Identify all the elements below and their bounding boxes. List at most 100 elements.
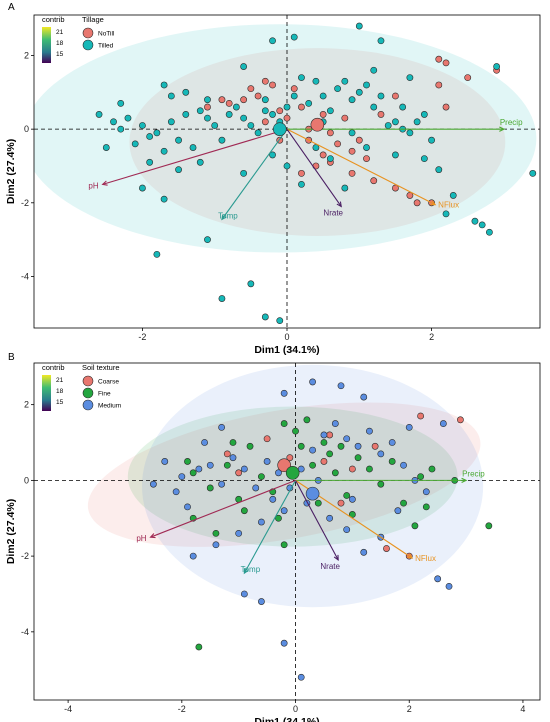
- data-point-fine: [309, 461, 316, 469]
- legend-label-notill: NoTill: [98, 31, 115, 38]
- data-point-tilled: [117, 99, 125, 107]
- data-point-tilled: [218, 136, 226, 144]
- data-point-coarse: [348, 465, 356, 473]
- data-point-tilled: [102, 144, 110, 151]
- data-point-fine: [246, 442, 254, 450]
- contrib-tick-label: 21: [56, 377, 64, 384]
- data-point-notill: [413, 199, 421, 207]
- data-point-notill: [319, 151, 327, 159]
- data-point-fine: [377, 480, 385, 488]
- data-point-fine: [229, 439, 237, 446]
- data-point-tilled: [312, 77, 320, 85]
- data-point-fine: [354, 454, 362, 462]
- data-point-tilled: [261, 96, 269, 104]
- data-point-tilled: [471, 217, 479, 225]
- data-point-notill: [341, 114, 349, 122]
- variable-label-ph: pH: [136, 534, 146, 543]
- data-point-notill: [283, 114, 291, 122]
- contrib-legend-title: contrib: [42, 363, 65, 372]
- data-point-tilled: [189, 144, 197, 151]
- arrow-head-nrate: [336, 201, 342, 208]
- group-legend-title: Soil texture: [82, 363, 120, 372]
- x-tick-label: 4: [520, 704, 525, 714]
- data-point-notill: [240, 96, 248, 104]
- data-point-notill: [298, 169, 305, 177]
- contrib-tick-label: 15: [56, 51, 64, 58]
- data-point-tilled: [240, 114, 248, 122]
- data-point-notill: [392, 92, 399, 100]
- loading-arrow-ph: [150, 479, 296, 538]
- y-tick-label: -4: [21, 627, 29, 637]
- data-point-tilled: [160, 81, 168, 89]
- data-point-medium: [388, 439, 396, 446]
- data-point-medium: [348, 495, 356, 503]
- data-point-medium: [161, 458, 169, 465]
- data-point-tilled: [420, 111, 428, 118]
- data-point-notill: [218, 96, 226, 104]
- x-tick-label: 0: [284, 332, 289, 342]
- data-point-medium: [184, 503, 191, 511]
- loading-arrow-ph: [102, 128, 288, 185]
- data-point-notill: [290, 85, 298, 93]
- data-point-fine: [320, 439, 328, 446]
- variable-label-nflux: NFlux: [438, 201, 459, 210]
- y-tick-label: 2: [24, 51, 29, 61]
- data-point-tilled: [428, 136, 435, 144]
- data-point-tilled: [406, 129, 414, 137]
- data-point-medium: [326, 514, 334, 522]
- loading-arrow-nrate: [286, 128, 342, 207]
- legend-label-medium: Medium: [98, 403, 121, 410]
- data-point-fine: [388, 458, 396, 465]
- data-point-fine: [258, 473, 265, 480]
- data-point-tilled: [334, 85, 341, 93]
- arrow-head-precip: [499, 126, 506, 132]
- data-point-fine: [366, 465, 373, 473]
- data-point-coarse: [223, 450, 231, 458]
- data-point-medium: [201, 439, 208, 446]
- data-point-tilled: [146, 158, 154, 166]
- data-point-tilled: [182, 111, 190, 118]
- data-point-tilled: [355, 22, 363, 30]
- data-point-medium: [280, 507, 288, 515]
- data-point-medium: [337, 382, 345, 390]
- plot-area: Precip NFlux Nrate Temp pH: [34, 363, 540, 700]
- data-point-tilled: [139, 184, 146, 192]
- data-point-tilled: [406, 74, 414, 81]
- data-point-medium: [218, 480, 226, 488]
- data-point-tilled: [182, 88, 190, 96]
- y-tick-label: -4: [21, 271, 29, 281]
- data-point-tilled: [276, 317, 284, 325]
- data-point-notill: [261, 77, 269, 85]
- data-point-notill: [363, 155, 370, 163]
- contrib-legend-title: contrib: [42, 15, 65, 24]
- data-point-notill: [298, 103, 305, 111]
- plot-area: Precip NFlux Nrate Temp pH: [34, 15, 540, 328]
- data-point-tilled: [117, 125, 125, 133]
- data-point-notill: [355, 136, 363, 144]
- loading-arrow-nflux: [286, 128, 436, 206]
- panel-letter: B: [8, 352, 15, 363]
- data-point-tilled: [247, 122, 255, 129]
- data-point-tilled: [377, 92, 385, 100]
- data-point-coarse: [337, 499, 345, 507]
- data-point-medium: [240, 590, 248, 598]
- data-point-tilled: [261, 107, 269, 115]
- data-point-notill: [435, 55, 443, 63]
- data-point-fine: [240, 507, 248, 515]
- data-point-coarse: [457, 416, 464, 424]
- data-point-notill: [348, 147, 356, 155]
- arrow-head-temp: [243, 568, 249, 575]
- data-point-medium: [331, 420, 339, 427]
- data-point-medium: [439, 420, 447, 427]
- data-point-tilled: [269, 111, 276, 118]
- data-point-medium: [263, 458, 271, 465]
- centroid-medium: [305, 486, 320, 501]
- data-point-tilled: [377, 37, 385, 45]
- y-tick-label: 2: [24, 400, 29, 410]
- data-point-tilled: [341, 184, 349, 192]
- data-point-medium: [178, 473, 186, 480]
- data-point-fine: [428, 465, 436, 473]
- data-point-fine: [212, 529, 220, 537]
- centroid-coarse: [277, 458, 291, 473]
- x-axis-title: Dim1 (34.1%): [254, 344, 319, 356]
